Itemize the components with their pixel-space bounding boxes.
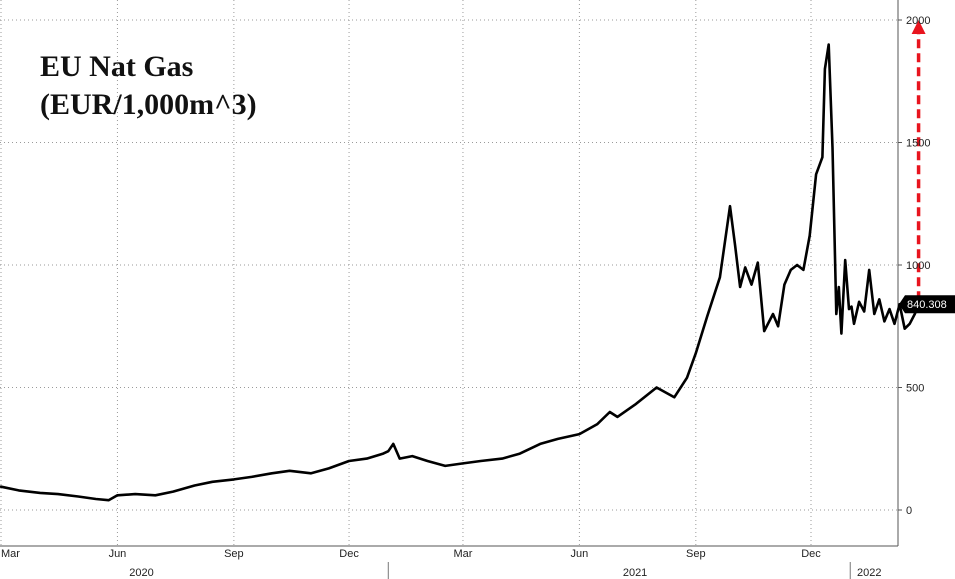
axes bbox=[0, 0, 902, 579]
x-tick-label: Jun bbox=[109, 548, 127, 560]
x-tick-label: Jun bbox=[571, 548, 589, 560]
last-value-label: 840.308 bbox=[907, 299, 947, 311]
x-tick-label: Dec bbox=[339, 548, 359, 560]
y-tick-label: 0 bbox=[906, 505, 912, 517]
year-label: 2022 bbox=[857, 567, 881, 579]
series-layer bbox=[0, 43, 920, 502]
y-tick-label: 1000 bbox=[906, 260, 930, 272]
x-tick-label: Mar bbox=[1, 548, 20, 560]
last-value-tag-bg bbox=[899, 295, 955, 314]
y-tick-label: 500 bbox=[906, 383, 924, 395]
x-tick-label: Mar bbox=[453, 548, 472, 560]
last-value-tag: 840.308 bbox=[899, 295, 955, 314]
y-tick-label: 1500 bbox=[906, 138, 930, 150]
chart-title: EU Nat Gas bbox=[40, 50, 193, 83]
chart-subtitle: (EUR/1,000m^3) bbox=[40, 88, 257, 121]
x-tick-label: Dec bbox=[801, 548, 821, 560]
year-label: 2021 bbox=[623, 567, 647, 579]
x-tick-label: Sep bbox=[686, 548, 706, 560]
year-label: 2020 bbox=[129, 567, 153, 579]
y-tick-label: 2000 bbox=[906, 15, 930, 27]
series-line bbox=[0, 43, 920, 502]
grid-lines bbox=[0, 0, 898, 546]
annotation-arrow bbox=[911, 20, 926, 301]
red-arrow-head bbox=[911, 20, 926, 34]
x-tick-label: Sep bbox=[224, 548, 244, 560]
tick-labels: 0 500 1000 1500 2000 Mar Jun Sep Dec Mar Jun Sep Dec… bbox=[1, 15, 955, 579]
